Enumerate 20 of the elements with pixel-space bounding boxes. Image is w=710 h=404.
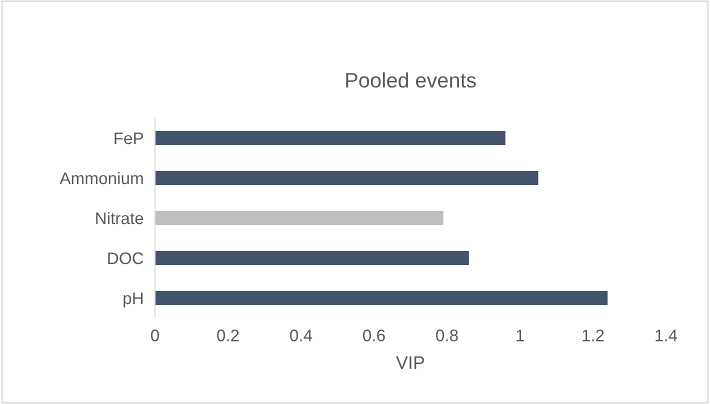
x-tick-label: 1 [516,330,524,342]
bar [155,251,469,265]
x-tick-label: 0 [151,330,159,342]
bar [155,171,538,185]
y-tick-label: FeP [114,132,144,144]
y-tick-label: Nitrate [96,212,144,224]
x-tick-label: 0.6 [363,330,385,342]
x-tick-label: 0.4 [290,330,312,342]
x-tick-label: 0.2 [217,330,239,342]
x-tick-label: 1.2 [582,330,604,342]
chart-title: Pooled events [346,72,476,88]
y-tick-label: DOC [108,252,144,264]
y-tick-label: pH [124,292,143,308]
bar [155,131,506,145]
bar [155,291,608,305]
y-tick-label: Ammonium [60,172,143,184]
bar [155,211,444,225]
x-tick-label: 0.8 [436,330,458,342]
x-axis-title: VIP [396,356,424,369]
x-tick-label: 1.4 [656,330,678,342]
